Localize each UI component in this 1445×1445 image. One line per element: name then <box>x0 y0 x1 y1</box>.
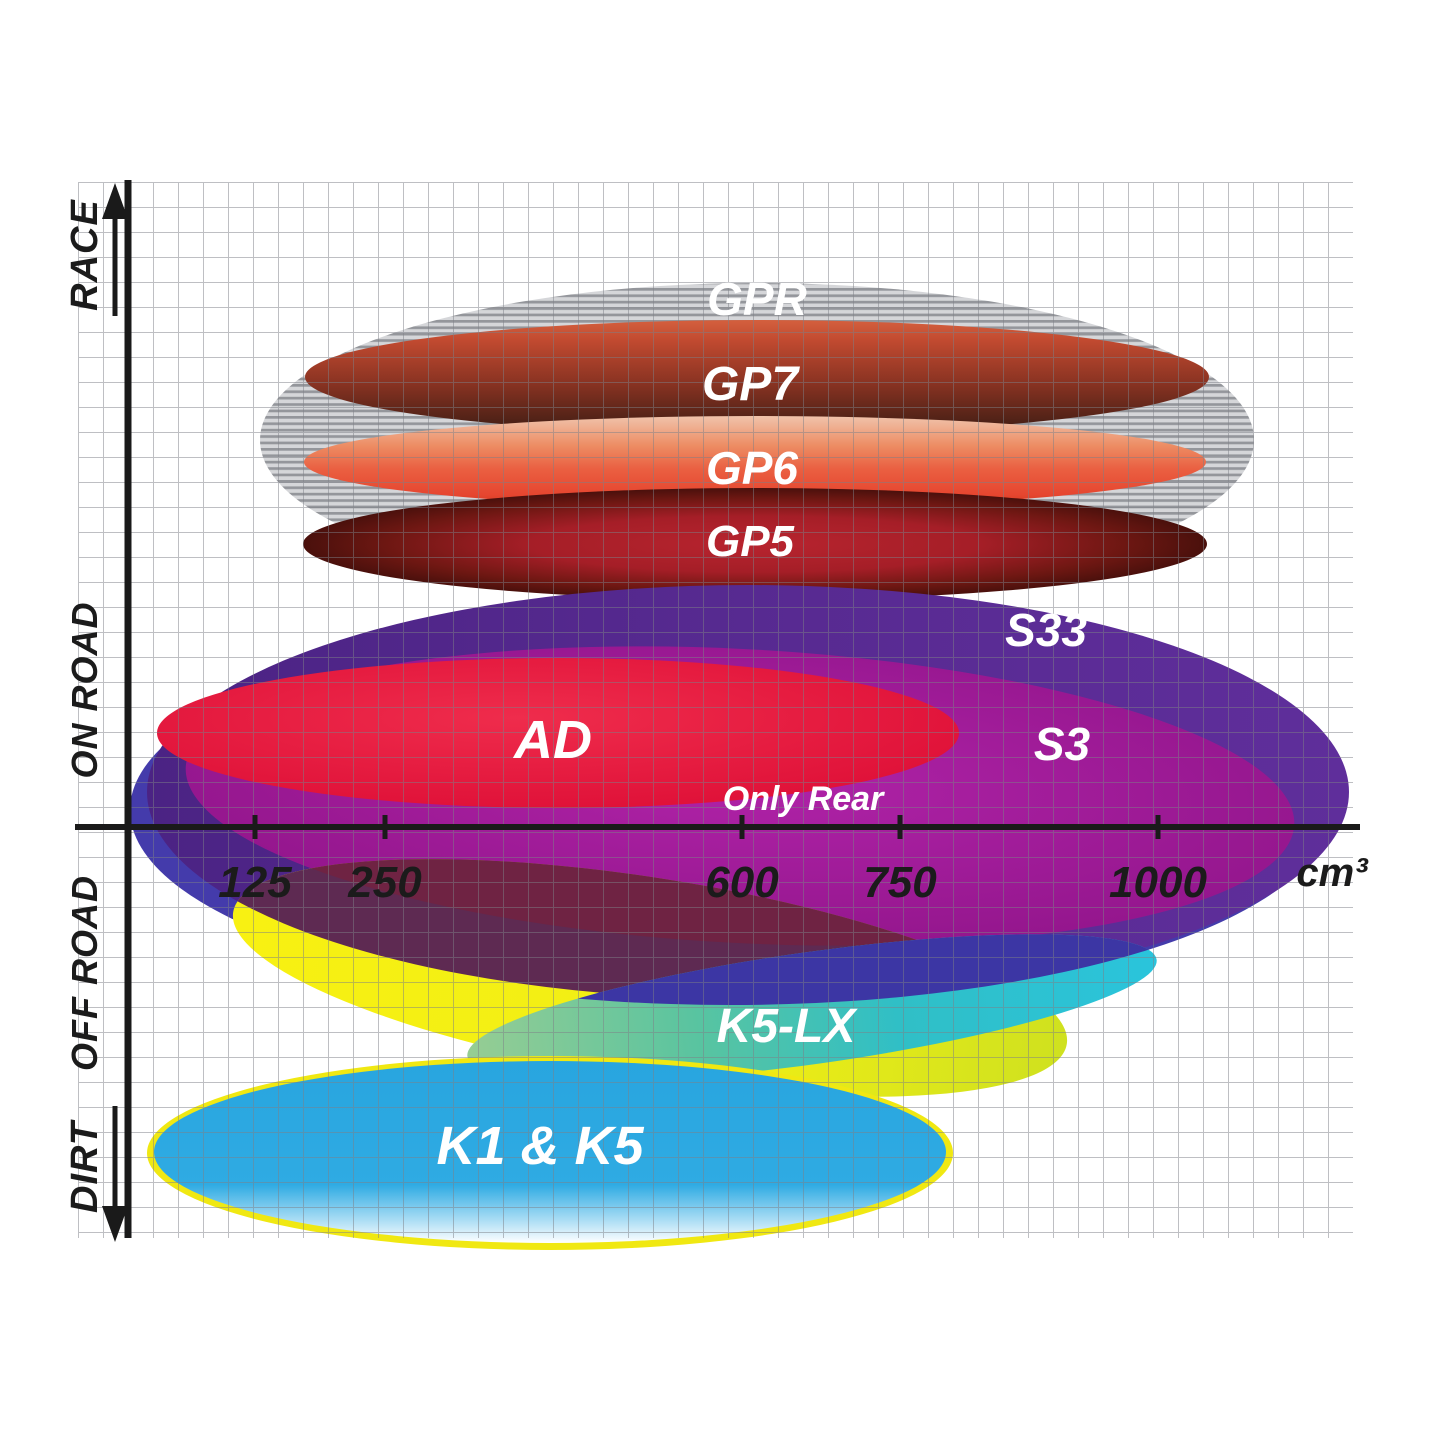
region-label-only-rear: Only Rear <box>723 780 885 818</box>
region-label-gp7: GP7 <box>702 358 800 411</box>
x-tick-label-750: 750 <box>863 858 937 907</box>
x-axis-line <box>75 824 1360 830</box>
y-band-label-off-road: OFF ROAD <box>64 875 105 1071</box>
dirt-arrow-icon <box>102 1106 128 1242</box>
region-label-k5lx: K5-LX <box>717 1000 859 1053</box>
region-label-gpr: GPR <box>707 273 807 325</box>
y-axis-line <box>124 180 132 1238</box>
x-tick-label-125: 125 <box>218 858 292 907</box>
x-tick-label-600: 600 <box>705 858 779 907</box>
grid <box>78 182 1353 1238</box>
tick-250 <box>382 815 388 839</box>
tick-125 <box>252 815 258 839</box>
tick-600 <box>739 815 745 839</box>
tick-750 <box>897 815 903 839</box>
region-label-k1k5: K1 & K5 <box>436 1116 644 1176</box>
x-tick-label-250: 250 <box>347 858 422 907</box>
region-label-s33: S33 <box>1005 604 1087 656</box>
region-label-gp5: GP5 <box>706 517 795 566</box>
x-axis-ticks <box>252 815 1161 839</box>
y-band-label-dirt: DIRT <box>64 1119 106 1213</box>
y-band-label-race: RACE <box>64 199 106 311</box>
race-arrow-icon <box>102 183 128 316</box>
region-label-ad: AD <box>512 710 592 770</box>
x-axis-unit: cm³ <box>1296 851 1369 895</box>
region-label-gp6: GP6 <box>706 442 798 494</box>
x-tick-label-1000: 1000 <box>1109 858 1207 907</box>
region-label-s3: S3 <box>1034 718 1091 770</box>
y-band-label-on-road: ON ROAD <box>64 602 105 779</box>
tick-1000 <box>1155 815 1161 839</box>
